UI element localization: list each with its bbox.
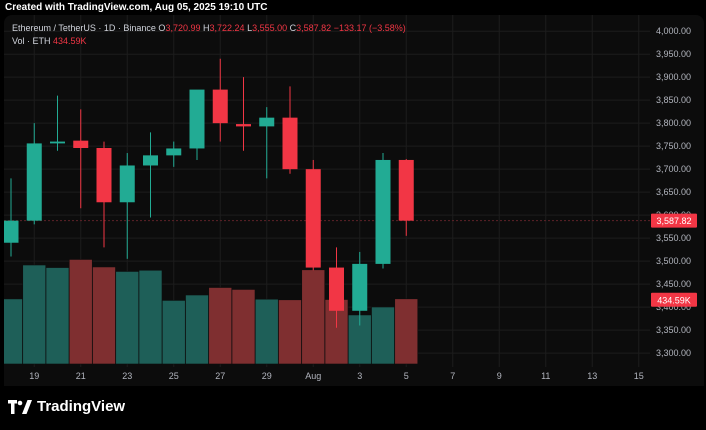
y-tick-label: 3,300.00	[656, 348, 691, 358]
volume-value: 434.59K	[53, 36, 87, 46]
ohlc-legend: Ethereum / TetherUS · 1D · Binance O3,72…	[12, 23, 406, 33]
candle-body	[143, 155, 158, 166]
x-tick-label: 21	[76, 371, 86, 381]
candle-body	[96, 148, 112, 203]
volume-layer	[4, 259, 419, 365]
close-label: C	[289, 23, 297, 33]
tradingview-brand[interactable]: TradingView	[8, 398, 125, 415]
volume-bar	[231, 289, 256, 365]
y-tick-label: 3,650.00	[656, 187, 691, 197]
y-tick-label: 3,450.00	[656, 279, 691, 289]
x-tick-label: 3	[357, 371, 362, 381]
volume-bar	[45, 267, 70, 365]
candle-body	[189, 89, 205, 149]
created-banner: Created with TradingView.com, Aug 05, 20…	[0, 0, 706, 16]
candle-body	[352, 263, 368, 311]
candle-body	[73, 140, 89, 149]
y-tick-label: 3,950.00	[656, 49, 691, 59]
candle-body	[329, 267, 344, 311]
candle-body	[212, 89, 228, 124]
high-value: 3,722.24	[209, 23, 245, 33]
change-value: −133.17 (−3.58%)	[333, 23, 406, 33]
last-price-tag-label: 3,587.82	[656, 216, 691, 226]
last-volume-tag	[651, 292, 697, 307]
x-tick-label: 23	[122, 371, 132, 381]
x-tick-label: 27	[215, 371, 225, 381]
y-tick-label: 3,900.00	[656, 72, 691, 82]
volume-bar	[68, 259, 93, 365]
y-tick-label: 3,350.00	[656, 325, 691, 335]
volume-bar	[185, 294, 209, 365]
volume-bar	[22, 264, 47, 365]
x-tick-label: 29	[262, 371, 272, 381]
chart-legend: Ethereum / TetherUS · 1D · Binance O3,72…	[12, 23, 406, 46]
brand-name: TradingView	[37, 398, 126, 415]
x-tick-label: 25	[169, 371, 179, 381]
volume-bar	[371, 306, 395, 365]
y-tick-label: 3,800.00	[656, 118, 691, 128]
candle-body	[259, 117, 275, 127]
volume-bar	[115, 271, 140, 365]
axis-layer: 4,000.00 3,950.00 3,900.00 3,850.00 3,800.00…	[29, 26, 697, 381]
x-tick-label: 9	[497, 371, 502, 381]
y-tick-label: 3,400.00	[656, 302, 691, 312]
tradingview-logo-icon	[8, 399, 32, 414]
last-price-tag	[651, 213, 697, 228]
symbol-label: Ethereum / TetherUS · 1D · Binance	[12, 23, 156, 33]
volume-label: Vol · ETH	[12, 36, 51, 46]
candle-body	[166, 148, 182, 156]
low-label: L	[247, 23, 253, 33]
volume-bar	[254, 298, 279, 365]
y-tick-label: 3,850.00	[656, 95, 691, 105]
volume-bar	[208, 287, 233, 365]
x-tick-label: Aug	[305, 371, 321, 381]
x-tick-label: 15	[634, 371, 644, 381]
volume-bar	[161, 300, 186, 365]
volume-bar	[138, 269, 163, 365]
volume-bar	[301, 269, 326, 365]
volume-bar	[394, 298, 419, 365]
last-volume-tag-label: 434.59K	[657, 295, 691, 305]
open-label: O	[158, 23, 166, 33]
candle-body	[236, 124, 251, 127]
candle-body	[119, 165, 135, 203]
y-tick-label: 3,750.00	[656, 141, 691, 151]
y-tick-label: 3,550.00	[656, 233, 691, 243]
x-tick-label: 19	[29, 371, 39, 381]
candle-body	[398, 159, 414, 221]
price-chart[interactable]: 4,000.00 3,950.00 3,900.00 3,850.00 3,800.00…	[4, 15, 704, 386]
close-value: 3,587.82	[296, 23, 332, 33]
volume-bar	[278, 299, 302, 365]
footer: TradingView	[0, 386, 706, 430]
y-tick-label: 4,000.00	[656, 26, 691, 36]
high-label: H	[203, 23, 210, 33]
candle-body	[26, 143, 42, 221]
y-tick-label: 3,500.00	[656, 256, 691, 266]
x-tick-label: 7	[450, 371, 455, 381]
volume-bar	[4, 298, 23, 365]
candle-body	[375, 159, 391, 264]
x-tick-label: 11	[541, 371, 550, 381]
candle-body	[305, 169, 321, 268]
x-tick-label: 5	[404, 371, 409, 381]
y-tick-label: 3,700.00	[656, 164, 691, 174]
candle-layer	[4, 58, 414, 328]
open-value: 3,720.99	[165, 23, 201, 33]
volume-legend: Vol · ETH 434.59K	[12, 36, 406, 46]
low-value: 3,555.00	[252, 23, 288, 33]
volume-bar	[92, 266, 116, 365]
candle-body	[50, 141, 65, 144]
chart-panel[interactable]: 4,000.00 3,950.00 3,900.00 3,850.00 3,800.00…	[4, 15, 704, 386]
x-tick-label: 13	[587, 371, 597, 381]
candle-body	[4, 220, 19, 243]
candle-body	[282, 117, 298, 170]
